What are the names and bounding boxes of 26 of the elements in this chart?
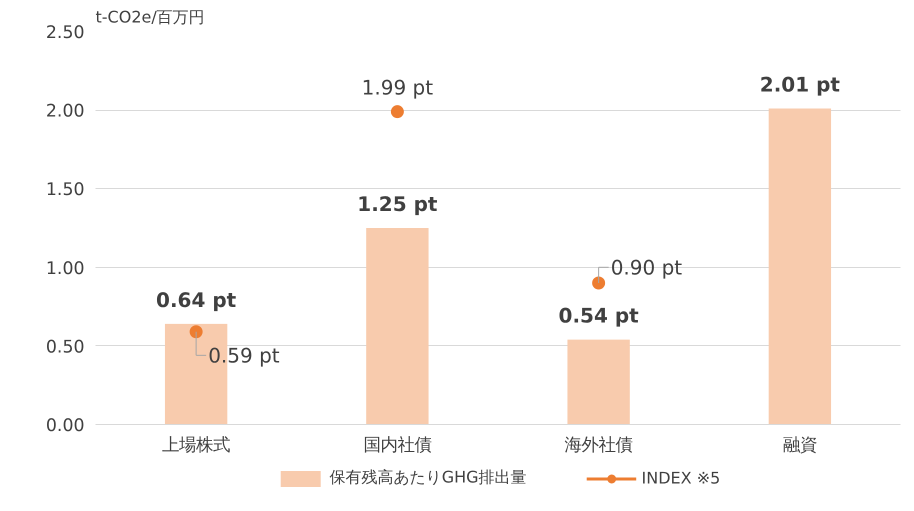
point bbox=[390, 105, 404, 118]
bar bbox=[768, 108, 832, 424]
y-axis-title: t-CO2e/百万円 bbox=[96, 8, 205, 26]
bar bbox=[567, 340, 630, 424]
data-label: 0.64 pt bbox=[156, 288, 237, 312]
data-label: 0.90 pt bbox=[610, 255, 682, 280]
y-tick-label: 1.00 bbox=[46, 258, 85, 279]
x-tick-label: 国内社債 bbox=[363, 436, 432, 456]
data-label: 0.59 pt bbox=[208, 343, 280, 368]
data-label: 1.25 pt bbox=[357, 192, 438, 216]
y-tick-label: 0.50 bbox=[46, 337, 85, 358]
legend-label: 保有残高あたりGHG排出量 bbox=[330, 468, 527, 488]
point bbox=[592, 276, 606, 290]
data-label: 2.01 pt bbox=[760, 72, 840, 97]
y-tick-label: 1.50 bbox=[46, 180, 85, 200]
x-tick-label: 海外社債 bbox=[564, 436, 633, 456]
x-tick-label: 上場株式 bbox=[162, 436, 230, 456]
point bbox=[190, 325, 203, 338]
bar bbox=[366, 228, 429, 424]
x-tick-label: 融資 bbox=[782, 436, 817, 456]
y-tick-label: 2.00 bbox=[46, 102, 85, 122]
legend-label: INDEX ※5 bbox=[642, 468, 720, 488]
data-label: 1.99 pt bbox=[362, 76, 434, 100]
y-tick-label: 2.50 bbox=[46, 23, 85, 43]
y-tick-label: 0.00 bbox=[46, 416, 85, 436]
data-label: 0.54 pt bbox=[558, 304, 640, 328]
